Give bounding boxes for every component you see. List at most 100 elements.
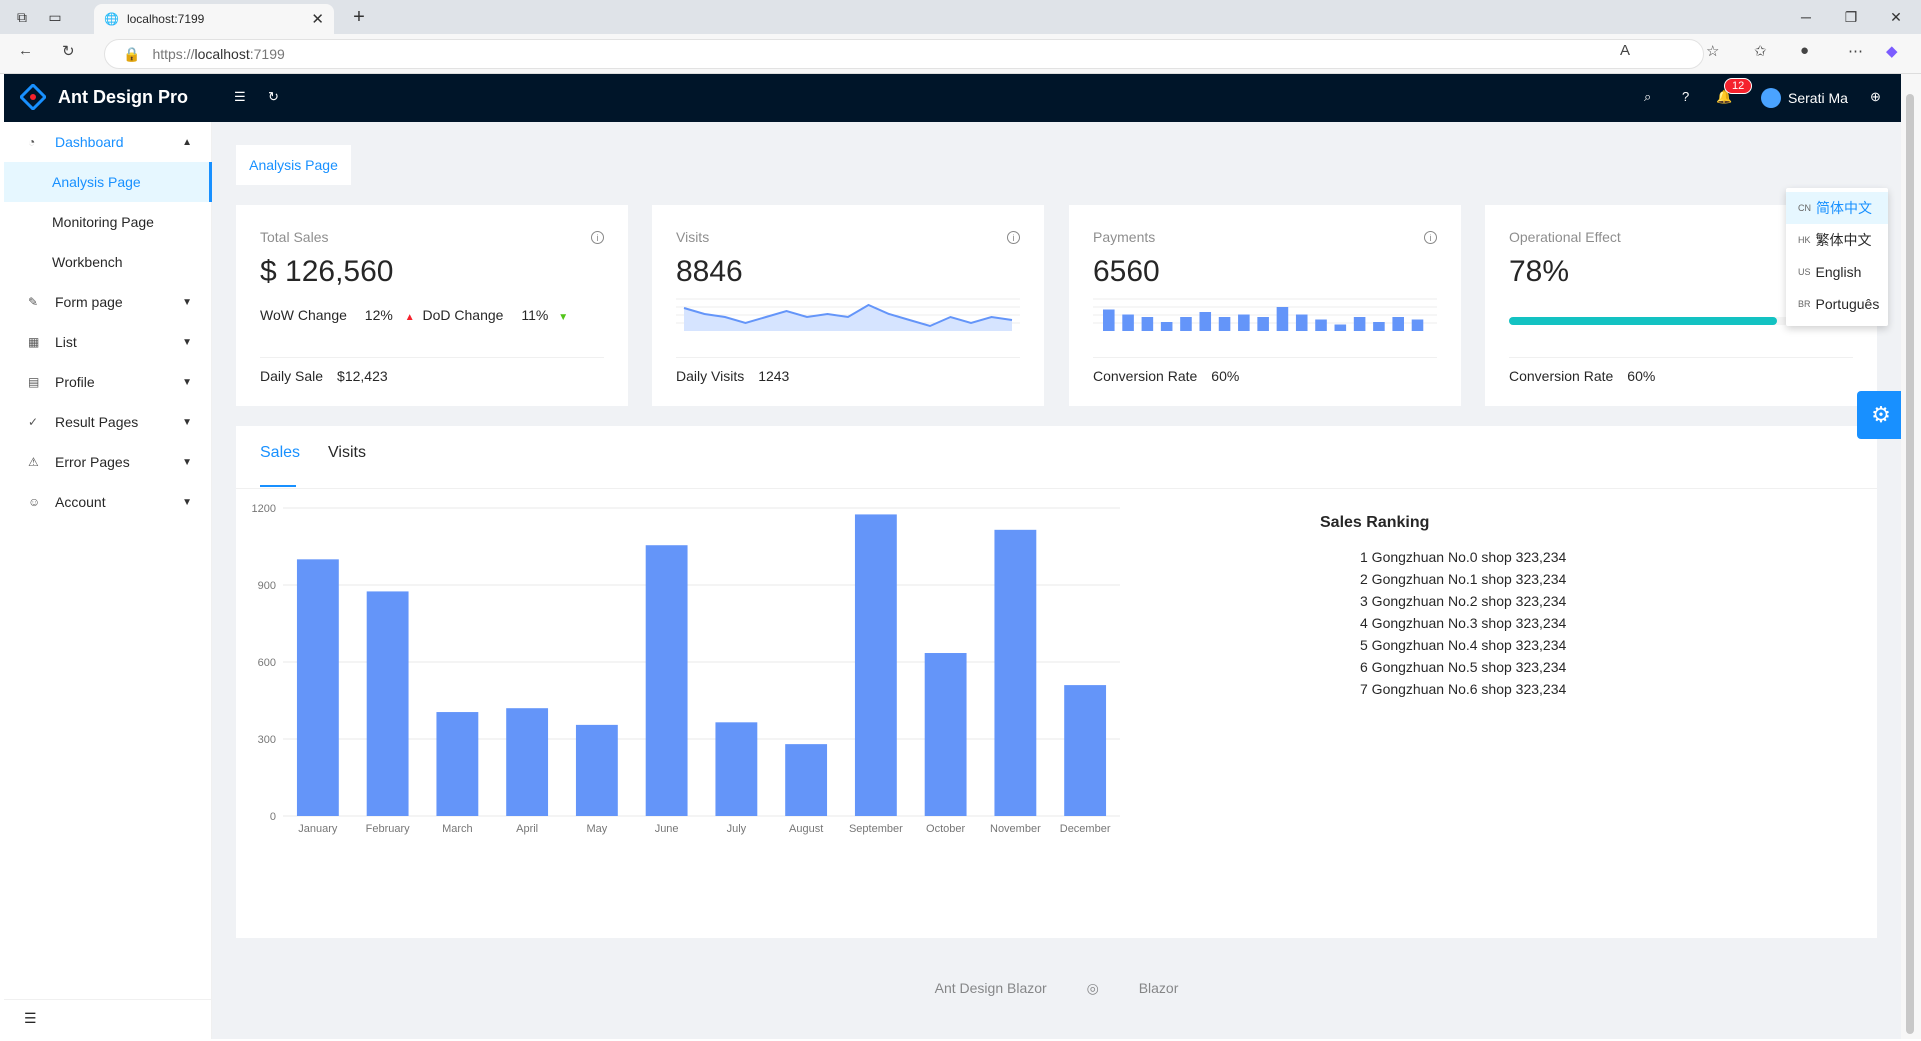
info-icon[interactable]: i [1007,231,1020,244]
payment-bar [1218,317,1231,331]
x-tick-label: April [516,823,538,835]
favorite-icon[interactable]: ☆ [1706,43,1720,60]
logo[interactable]: Ant Design Pro [20,84,188,110]
app-name: Ant Design Pro [58,86,189,107]
url-field[interactable]: 🔒 https://localhost:7199 [104,39,1704,69]
payment-bar [1180,317,1192,331]
chevron-down-icon: ▼ [182,336,192,348]
language-option-us[interactable]: US English [1786,256,1888,288]
avatar [1761,88,1781,108]
ranking-item: 7 Gongzhuan No.6 shop 323,234 [1360,681,1567,697]
language-dropdown: CN 简体中文 HK 繁体中文 US English BR Português [1786,188,1888,326]
footer-label: Conversion Rate [1509,368,1614,384]
menu-collapse-icon[interactable]: ☰ [24,1010,37,1026]
new-tab-icon[interactable]: + [353,5,365,28]
app-header: Ant Design Pro ☰ ↻ ⌕ ? 🔔 12 Serati Ma ⊕ [4,74,1901,122]
footer-label: Conversion Rate [1093,368,1198,384]
copilot-icon[interactable]: ◆ [1886,43,1898,60]
scrollbar-thumb[interactable] [1906,94,1914,1034]
collections-icon[interactable]: ✩ [1754,43,1767,60]
tab-sales[interactable]: Sales [260,444,301,461]
refresh-icon[interactable]: ↻ [268,89,279,104]
caret-up-icon: ▲ [404,312,415,323]
logo-icon [20,84,46,110]
profile-icon: ▤ [28,375,40,389]
chevron-down-icon: ▼ [182,496,192,508]
minimize-icon[interactable]: ─ [1801,9,1811,25]
visits-sparkline [676,298,1020,331]
chevron-down-icon: ▼ [182,416,192,428]
sidebar-item-error[interactable]: ⚠ Error Pages ▼ [4,442,212,482]
footer-value: 60% [1627,368,1656,384]
card-title: Operational Effect [1509,229,1621,245]
sidebar-item-form[interactable]: ✎ Form page ▼ [4,282,212,322]
read-aloud-icon[interactable]: A [1620,42,1631,59]
sales-card: Sales Visits 0 300 600 900 1200 January Februa… [236,426,1877,938]
payment-bar [1103,309,1115,331]
payment-bar [1392,317,1404,331]
browser-tab-strip: ⧉ ▭ 🌐 localhost:7199 ✕ + ─ ❐ ✕ [0,0,1921,34]
chart-bar [436,712,479,816]
reload-icon[interactable]: ↻ [62,43,75,60]
footer-link-blazor[interactable]: Blazor [1138,980,1179,996]
github-icon[interactable]: ◎ [1086,980,1099,996]
language-icon[interactable]: ⊕ [1870,89,1881,104]
language-label: 简体中文 [1816,200,1872,216]
chevron-down-icon: ▼ [182,296,192,308]
footer-value: 1243 [758,368,790,384]
footer-value: 60% [1211,368,1240,384]
tab-visits[interactable]: Visits [328,444,366,461]
wow-label: WoW Change [260,307,347,323]
menu-fold-icon[interactable]: ☰ [234,89,246,104]
main-content: Analysis Page Total Sales i $ 126,560 Wo… [212,122,1901,1039]
maximize-icon[interactable]: ❐ [1844,8,1858,25]
browser-tab[interactable]: 🌐 localhost:7199 ✕ [94,4,334,34]
sidebar-item-label: Form page [55,294,123,310]
payment-bar [1295,314,1308,331]
sidebar-item-result[interactable]: ✓ Result Pages ▼ [4,402,212,442]
scrollbar[interactable] [1901,74,1921,1039]
sidebar-footer: ☰ [4,999,211,1039]
card-title: Total Sales [260,229,329,245]
x-tick-label: August [789,823,823,835]
payments-minibar [1093,298,1437,331]
payment-bar [1334,324,1347,331]
tab-analysis-page[interactable]: Analysis Page [236,145,351,185]
ranking-item: 5 Gongzhuan No.4 shop 323,234 [1360,637,1567,653]
sidebar-item-monitoring[interactable]: Monitoring Page [4,202,212,242]
language-option-br[interactable]: BR Português [1786,288,1888,320]
sidebar-item-account[interactable]: ☺ Account ▼ [4,482,212,522]
card-footer: Daily Sale $12,423 [260,357,604,384]
tab-actions-icon[interactable]: ▭ [48,8,62,25]
back-icon[interactable]: ← [18,42,33,59]
sidebar-item-dashboard[interactable]: ◔ Dashboard ▲ [4,122,212,162]
payment-bar [1238,314,1250,331]
x-tick-label: March [442,823,473,835]
card-value: 78% [1509,255,1570,288]
ranking-item: 2 Gongzhuan No.1 shop 323,234 [1360,571,1567,587]
sidebar-item-profile[interactable]: ▤ Profile ▼ [4,362,212,402]
more-icon[interactable]: ⋯ [1848,43,1863,60]
window-close-icon[interactable]: ✕ [1890,8,1902,25]
user-menu[interactable]: Serati Ma [1761,88,1848,108]
footer-link-ant-design-blazor[interactable]: Ant Design Blazor [934,980,1047,996]
card-total-sales: Total Sales i $ 126,560 WoW Change 12% ▲… [236,205,628,406]
settings-drawer-button[interactable]: ⚙ [1857,391,1901,439]
workspaces-icon[interactable]: ⧉ [17,8,27,25]
table-icon: ▦ [28,335,40,349]
tab-close-icon[interactable]: ✕ [311,11,324,28]
payment-bar [1353,317,1366,331]
payment-bar [1315,319,1327,331]
sidebar-item-label: List [55,334,77,350]
help-icon[interactable]: ? [1682,89,1690,104]
info-icon[interactable]: i [1424,231,1437,244]
language-option-hk[interactable]: HK 繁体中文 [1786,224,1888,256]
info-icon[interactable]: i [591,231,604,244]
sidebar-item-workbench[interactable]: Workbench [4,242,212,282]
sidebar-item-label: Analysis Page [52,174,141,190]
search-icon[interactable]: ⌕ [1644,89,1652,104]
profile-icon[interactable]: ● [1800,42,1810,59]
language-option-cn[interactable]: CN 简体中文 [1786,192,1888,224]
sidebar-item-analysis[interactable]: Analysis Page [4,162,212,202]
sidebar-item-list[interactable]: ▦ List ▼ [4,322,212,362]
